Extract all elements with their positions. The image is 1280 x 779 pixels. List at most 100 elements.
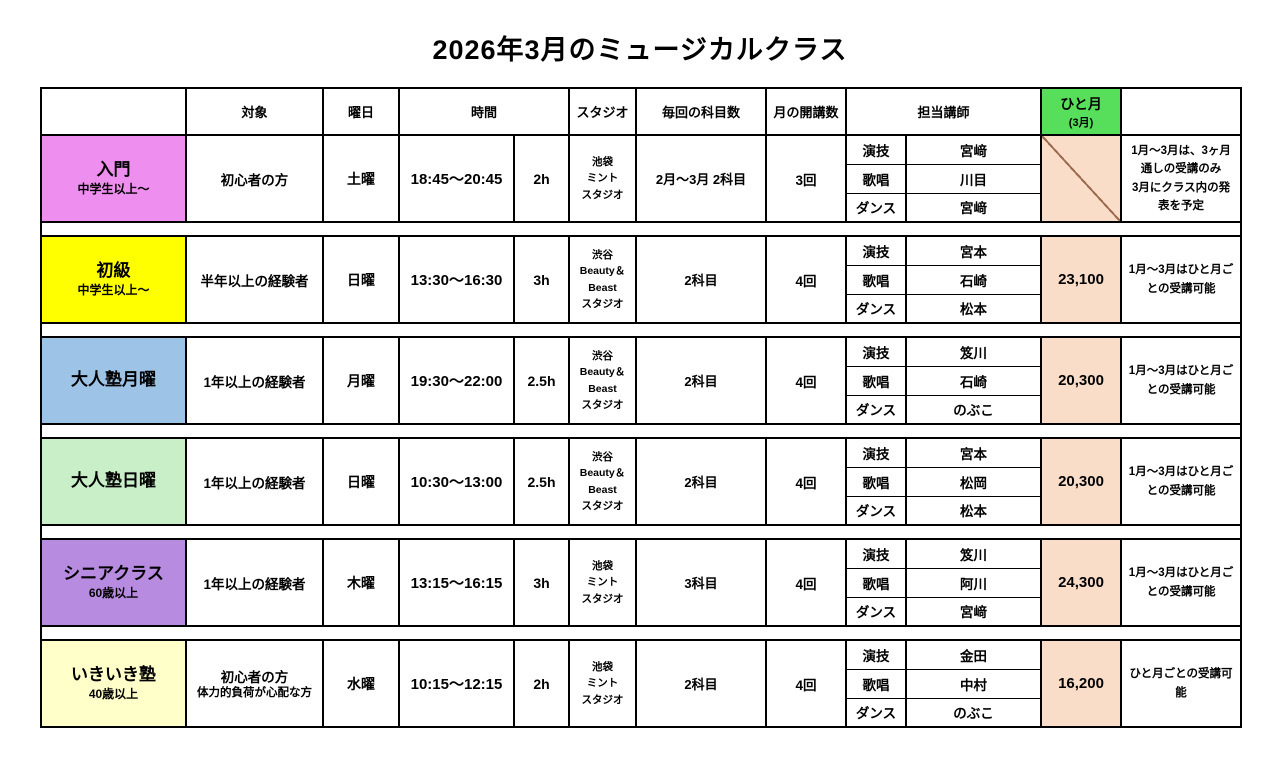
target-cell: 初心者の方 bbox=[185, 134, 324, 223]
class-age-range: 40歳以上 bbox=[88, 687, 139, 702]
table-row: 大人塾日曜 1年以上の経験者 日曜 10:30～13:00 2.5h 渋谷 Be… bbox=[40, 437, 1243, 526]
day-cell: 月曜 bbox=[322, 336, 400, 425]
fee-cell: 16,200 bbox=[1040, 639, 1123, 728]
target-cell: 1年以上の経験者 bbox=[185, 538, 324, 627]
header-note bbox=[1120, 87, 1243, 136]
target-cell: 初心者の方 体力的負荷が心配な方 bbox=[185, 639, 324, 728]
note-cell: ひと月ごとの受講可能 bbox=[1120, 639, 1243, 728]
studio-cell: 渋谷 Beauty＆ Beast スタジオ bbox=[568, 437, 638, 526]
subject-label: 歌唱 bbox=[845, 466, 908, 497]
teacher-name: 松本 bbox=[905, 293, 1043, 324]
class-age-range: 60歳以上 bbox=[88, 586, 139, 601]
subjects-cell: 3科目 bbox=[635, 538, 768, 627]
studio-cell: 池袋 ミント スタジオ bbox=[568, 639, 638, 728]
teacher-sub-row: ダンス 松本 bbox=[41, 293, 1241, 324]
class-name: 初級 bbox=[96, 261, 131, 281]
teacher-sub-row: 歌唱 石崎 bbox=[41, 365, 1241, 396]
target-cell: 1年以上の経験者 bbox=[185, 437, 324, 526]
subject-label: 演技 bbox=[845, 639, 908, 670]
subject-label: 歌唱 bbox=[845, 365, 908, 396]
subject-label: 歌唱 bbox=[845, 163, 908, 194]
day-cell: 日曜 bbox=[322, 235, 400, 324]
header-studio: スタジオ bbox=[568, 87, 638, 136]
subject-label: ダンス bbox=[845, 293, 908, 324]
header-subjects: 毎回の科目数 bbox=[635, 87, 768, 136]
note-cell: 1月～3月はひと月ごとの受講可能 bbox=[1120, 437, 1243, 526]
separator-row bbox=[39, 221, 1243, 237]
studio-cell: 渋谷 Beauty＆ Beast スタジオ bbox=[568, 235, 638, 324]
subject-label: 演技 bbox=[845, 538, 908, 569]
teacher-sub-row: ダンス のぶこ bbox=[41, 697, 1241, 728]
teacher-sub-row: ダンス 宮﨑 bbox=[41, 596, 1241, 627]
teacher-name: 笈川 bbox=[905, 538, 1043, 569]
teacher-sub-row: ダンス 宮﨑 bbox=[41, 192, 1241, 223]
class-name: 大人塾日曜 bbox=[71, 471, 156, 491]
header-teachers: 担当講師 bbox=[845, 87, 1043, 136]
table-row: いきいき塾 40歳以上 初心者の方 体力的負荷が心配な方 水曜 10:15～12… bbox=[40, 639, 1243, 728]
teacher-name: 宮本 bbox=[905, 235, 1043, 266]
class-name-cell: 初級 中学生以上～ bbox=[40, 235, 187, 324]
class-age-range: 中学生以上～ bbox=[77, 283, 150, 298]
class-name-cell: 入門 中学生以上～ bbox=[40, 134, 187, 223]
class-name-cell: シニアクラス 60歳以上 bbox=[40, 538, 187, 627]
class-name-cell: 大人塾日曜 bbox=[40, 437, 187, 526]
class-name: 入門 bbox=[96, 160, 131, 180]
teacher-name: 笈川 bbox=[905, 336, 1043, 367]
subjects-cell: 2科目 bbox=[635, 639, 768, 728]
duration-cell: 3h bbox=[512, 538, 571, 627]
sessions-cell: 4回 bbox=[765, 437, 848, 526]
teacher-name: 中村 bbox=[905, 668, 1043, 699]
separator-row bbox=[39, 322, 1243, 338]
day-cell: 木曜 bbox=[322, 538, 400, 627]
day-cell: 水曜 bbox=[322, 639, 400, 728]
note-cell: 1月～3月は、3ヶ月通しの受講のみ 3月にクラス内の発表を予定 bbox=[1120, 134, 1243, 223]
day-cell: 土曜 bbox=[322, 134, 400, 223]
table-row: 初級 中学生以上～ 半年以上の経験者 日曜 13:30～16:30 3h 渋谷 … bbox=[40, 235, 1243, 324]
header-target: 対象 bbox=[185, 87, 324, 136]
teacher-name: 石崎 bbox=[905, 264, 1043, 295]
class-name: いきいき塾 bbox=[71, 665, 156, 685]
table-row: シニアクラス 60歳以上 1年以上の経験者 木曜 13:15～16:15 3h … bbox=[40, 538, 1243, 627]
studio-cell: 池袋 ミント スタジオ bbox=[568, 538, 638, 627]
sessions-cell: 3回 bbox=[765, 134, 848, 223]
duration-cell: 2.5h bbox=[512, 336, 571, 425]
target-main: 初心者の方 bbox=[220, 670, 289, 686]
header-day: 曜日 bbox=[322, 87, 400, 136]
sessions-cell: 4回 bbox=[765, 336, 848, 425]
teacher-name: 宮﨑 bbox=[905, 134, 1043, 165]
fee-cell-diagonal bbox=[1040, 134, 1123, 223]
class-schedule-table: 対象 曜日 時間 スタジオ 毎回の科目数 月の開講数 担当講師 ひと月 (3月)… bbox=[39, 87, 1243, 728]
time-cell: 13:15～16:15 bbox=[398, 538, 515, 627]
sessions-cell: 4回 bbox=[765, 639, 848, 728]
header-sessions: 月の開講数 bbox=[765, 87, 848, 136]
teacher-sub-row: 歌唱 松岡 bbox=[41, 466, 1241, 497]
header-time: 時間 bbox=[397, 87, 571, 136]
subject-label: 演技 bbox=[845, 134, 908, 165]
teacher-name: 宮﨑 bbox=[905, 192, 1043, 223]
time-cell: 10:15～12:15 bbox=[398, 639, 515, 728]
subject-label: 歌唱 bbox=[845, 567, 908, 598]
teacher-name: 宮本 bbox=[905, 437, 1043, 468]
teacher-name: 石崎 bbox=[905, 365, 1043, 396]
class-name: シニアクラス bbox=[63, 564, 164, 584]
teacher-name: 金田 bbox=[905, 639, 1043, 670]
teacher-sub-row: ダンス のぶこ bbox=[41, 394, 1241, 425]
sessions-cell: 4回 bbox=[765, 235, 848, 324]
teacher-sub-row: 歌唱 川目 bbox=[41, 163, 1241, 194]
teacher-sub-row: 歌唱 石崎 bbox=[41, 264, 1241, 295]
subject-label: 演技 bbox=[845, 336, 908, 367]
duration-cell: 3h bbox=[512, 235, 571, 324]
fee-cell: 23,100 bbox=[1040, 235, 1123, 324]
time-cell: 10:30～13:00 bbox=[398, 437, 515, 526]
class-name-cell: 大人塾月曜 bbox=[40, 336, 187, 425]
header-fee-line2: (3月) bbox=[1068, 116, 1094, 129]
subject-label: 歌唱 bbox=[845, 264, 908, 295]
studio-cell: 渋谷 Beauty＆ Beast スタジオ bbox=[568, 336, 638, 425]
class-age-range: 中学生以上～ bbox=[77, 182, 150, 197]
separator-row bbox=[39, 625, 1243, 641]
fee-cell: 20,300 bbox=[1040, 336, 1123, 425]
duration-cell: 2.5h bbox=[512, 437, 571, 526]
studio-cell: 池袋 ミント スタジオ bbox=[568, 134, 638, 223]
sessions-cell: 4回 bbox=[765, 538, 848, 627]
